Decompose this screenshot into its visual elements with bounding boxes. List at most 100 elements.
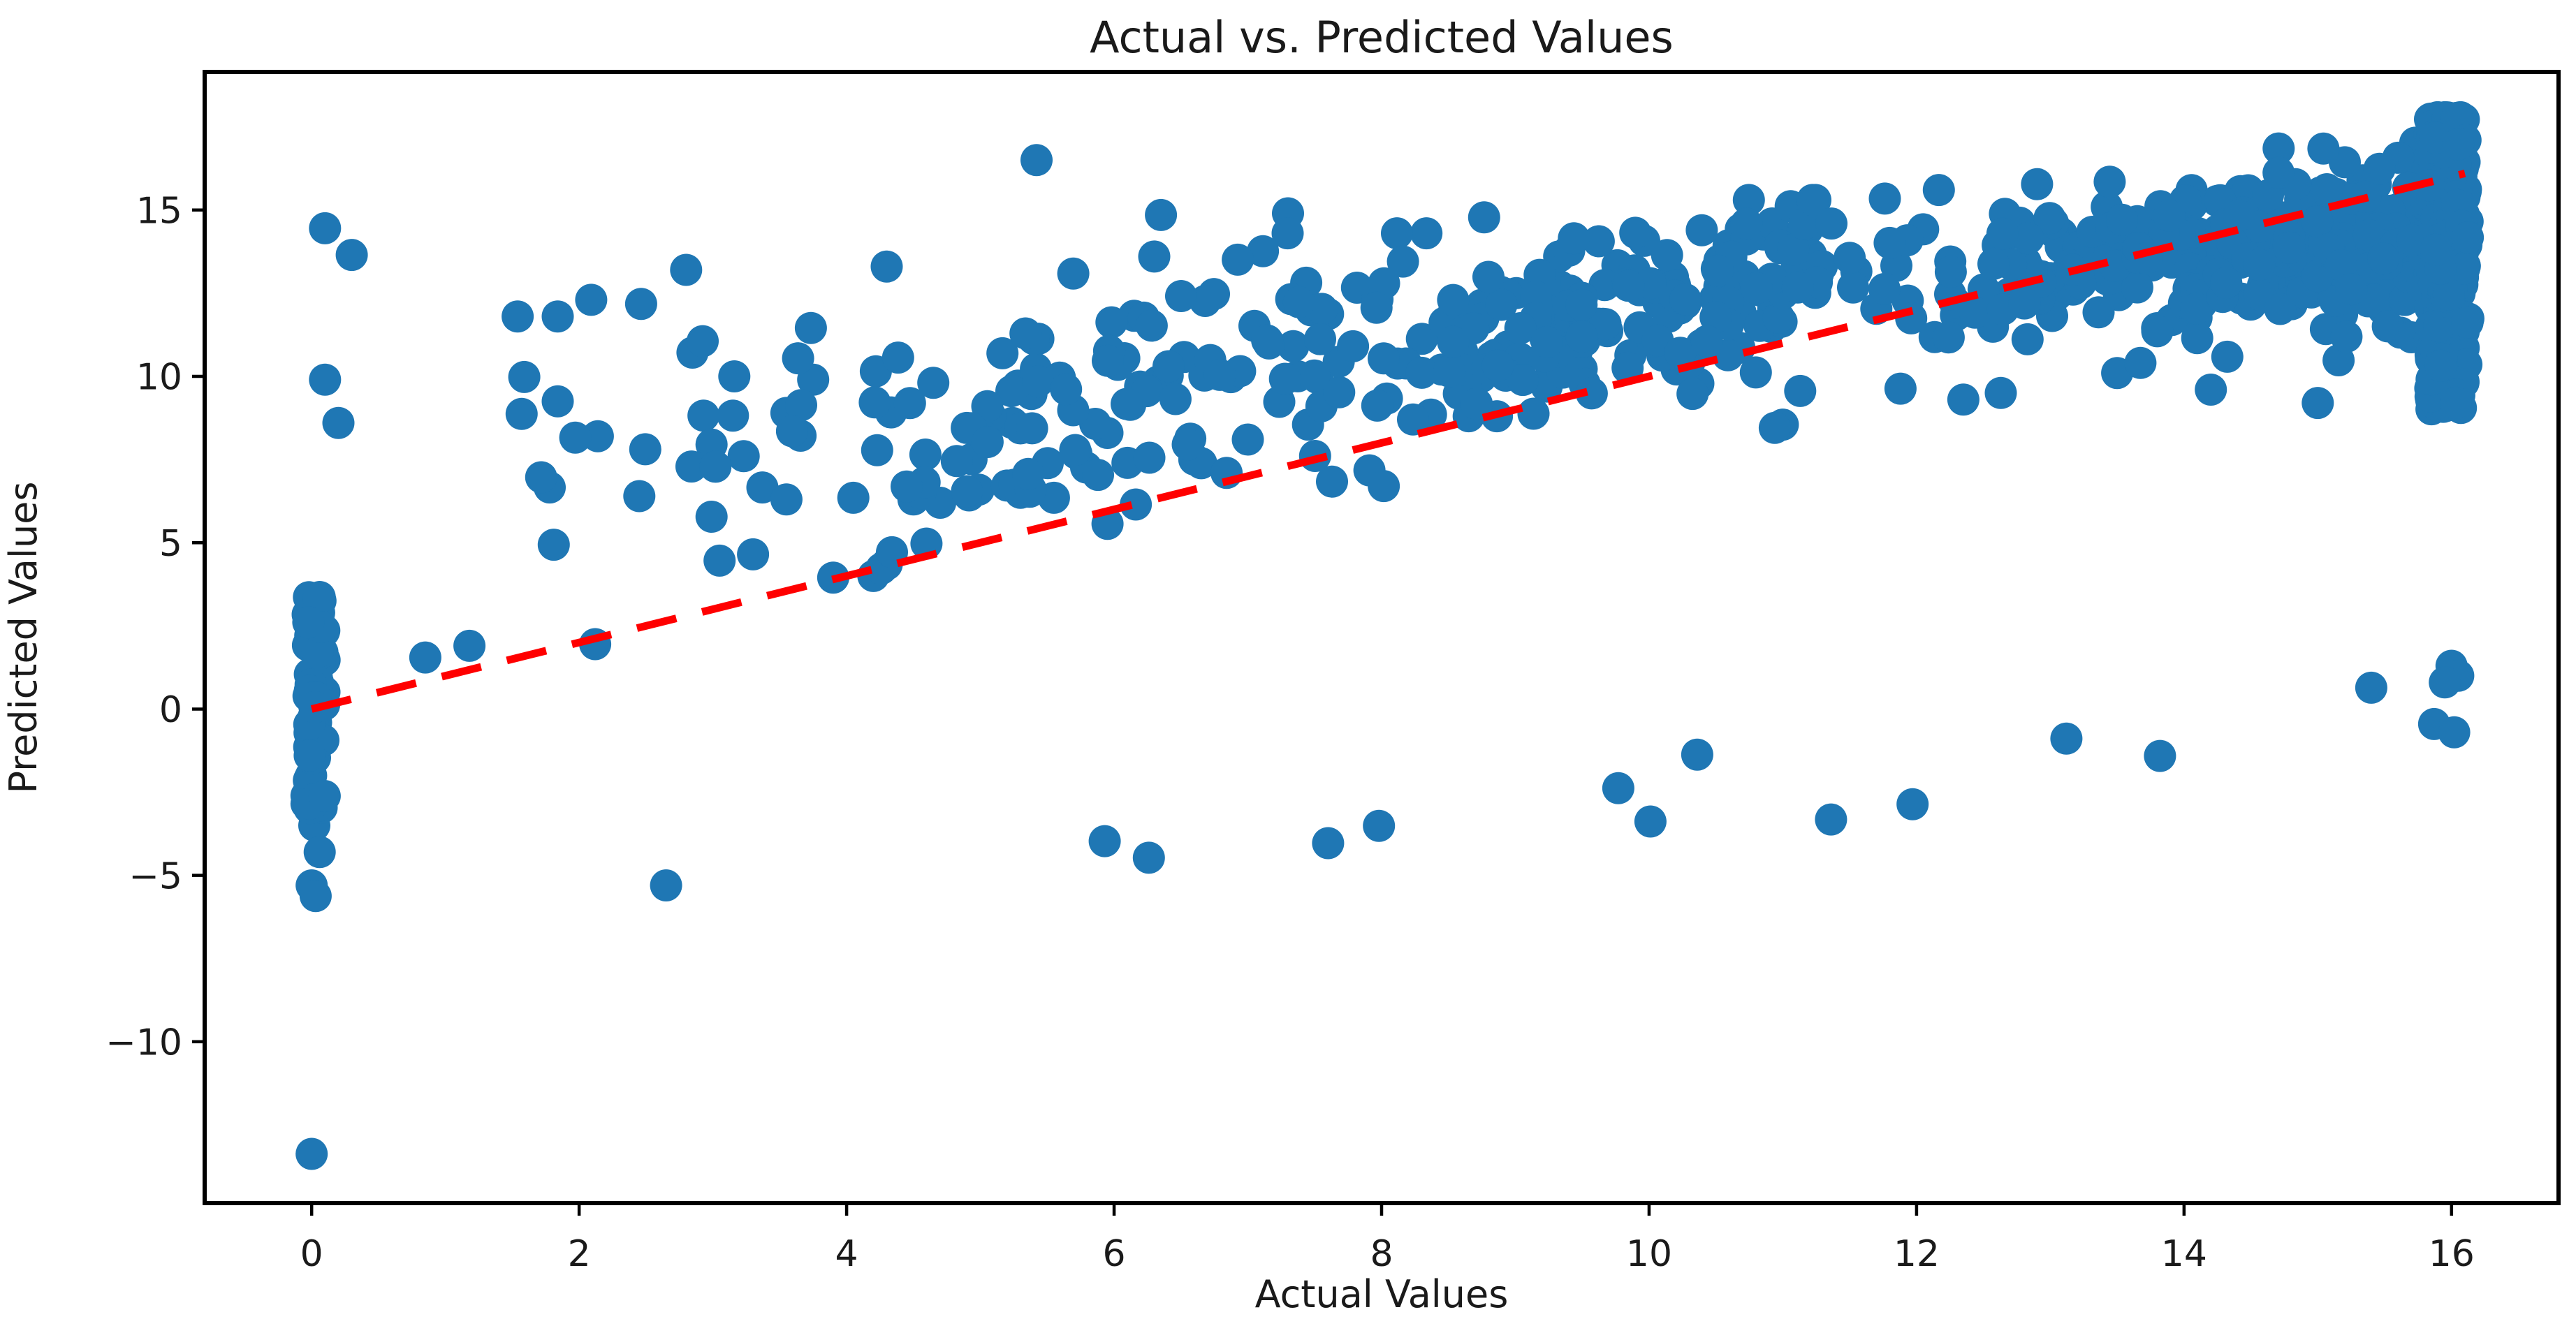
scatter-point bbox=[409, 641, 441, 674]
scatter-point bbox=[2243, 249, 2276, 281]
scatter-point bbox=[1189, 285, 1222, 317]
scatter-point bbox=[1251, 324, 1284, 357]
x-tick-label: 10 bbox=[1626, 1233, 1672, 1275]
scatter-point bbox=[2210, 267, 2243, 300]
scatter-point bbox=[1405, 323, 1438, 355]
scatter-point bbox=[1050, 373, 1083, 406]
scatter-point bbox=[1575, 377, 1608, 410]
scatter-point bbox=[1059, 434, 1092, 466]
scatter-point bbox=[971, 390, 1004, 422]
scatter-point bbox=[1934, 256, 1967, 288]
scatter-point bbox=[785, 389, 817, 422]
scatter-point bbox=[703, 544, 736, 577]
scatter-point bbox=[541, 385, 574, 418]
scatter-point bbox=[861, 434, 893, 466]
scatter-point bbox=[687, 399, 720, 432]
scatter-point bbox=[301, 635, 334, 668]
scatter-point bbox=[858, 386, 891, 419]
scatter-point bbox=[1203, 358, 1236, 391]
scatter-point bbox=[737, 538, 770, 570]
scatter-point bbox=[508, 360, 541, 393]
scatter-point bbox=[309, 212, 342, 244]
scatter-point bbox=[2420, 233, 2452, 266]
scatter-point bbox=[2012, 222, 2044, 255]
scatter-point bbox=[1132, 841, 1165, 874]
scatter-point bbox=[1984, 376, 2017, 409]
scatter-point bbox=[1088, 825, 1121, 857]
scatter-point bbox=[1360, 291, 1393, 324]
scatter-point bbox=[309, 363, 342, 396]
scatter-point bbox=[525, 461, 557, 494]
scatter-point bbox=[2153, 199, 2186, 232]
scatter-point bbox=[2180, 292, 2213, 325]
scatter-point bbox=[537, 529, 570, 561]
scatter-point bbox=[453, 629, 486, 662]
scatter-point bbox=[1781, 271, 1814, 304]
scatter-point bbox=[1437, 283, 1470, 316]
scatter-point bbox=[541, 300, 574, 333]
scatter-point bbox=[1461, 388, 1493, 420]
scatter-point bbox=[1565, 321, 1598, 353]
scatter-point bbox=[717, 399, 749, 432]
scatter-point bbox=[1095, 306, 1128, 339]
scatter-point bbox=[1922, 174, 1955, 207]
scatter-point bbox=[1873, 226, 1906, 259]
scatter-point bbox=[2330, 321, 2363, 353]
scatter-point bbox=[322, 406, 355, 439]
scatter-point bbox=[2011, 323, 2044, 355]
scatter-point bbox=[1111, 388, 1143, 420]
scatter-point bbox=[308, 780, 341, 812]
scatter-point bbox=[917, 367, 950, 399]
scatter-point bbox=[1304, 323, 1336, 355]
scatter-point bbox=[502, 300, 534, 333]
scatter-point bbox=[837, 481, 870, 514]
scatter-point bbox=[2307, 132, 2340, 165]
scatter-point bbox=[2451, 306, 2484, 339]
scatter-point bbox=[1702, 254, 1734, 287]
scatter-points bbox=[290, 101, 2484, 1170]
scatter-point bbox=[1690, 325, 1723, 358]
scatter-point bbox=[1651, 239, 1683, 272]
scatter-point bbox=[1681, 738, 1713, 771]
scatter-point bbox=[1815, 803, 1847, 836]
x-tick-label: 8 bbox=[1370, 1233, 1393, 1275]
scatter-point bbox=[1268, 362, 1301, 395]
x-tick-label: 12 bbox=[1894, 1233, 1940, 1275]
scatter-point bbox=[1405, 356, 1438, 389]
scatter-point bbox=[2439, 386, 2472, 419]
scatter-point bbox=[1868, 272, 1901, 305]
scatter-point bbox=[2021, 168, 2054, 200]
scatter-point bbox=[1312, 827, 1345, 860]
scatter-point bbox=[1565, 288, 1598, 321]
scatter-point bbox=[293, 739, 326, 772]
scatter-point bbox=[1481, 349, 1514, 382]
scatter-point bbox=[1796, 184, 1829, 216]
scatter-point bbox=[1247, 235, 1280, 267]
scatter-point bbox=[2195, 374, 2227, 406]
scatter-point bbox=[650, 869, 682, 901]
scatter-point bbox=[2211, 340, 2244, 373]
scatter-point bbox=[687, 325, 719, 358]
scatter-point bbox=[1676, 378, 1709, 411]
scatter-point bbox=[1784, 374, 1817, 407]
scatter-point bbox=[1368, 342, 1400, 375]
scatter-point bbox=[2429, 666, 2461, 699]
scatter-point bbox=[695, 501, 728, 533]
scatter-point bbox=[2082, 296, 2115, 329]
y-tick-label: 10 bbox=[136, 357, 182, 399]
scatter-point bbox=[1777, 233, 1810, 266]
scatter-point bbox=[1145, 198, 1178, 231]
scatter-point bbox=[2093, 165, 2126, 198]
y-tick-label: 15 bbox=[136, 190, 182, 232]
scatter-point bbox=[1932, 321, 1965, 354]
scatter-point bbox=[2223, 199, 2255, 232]
axis-ticks: 0 2 4 6 8 10 12 14 16 −10 −5 0 5 10 15 bbox=[105, 190, 2475, 1275]
scatter-point bbox=[1386, 245, 1419, 278]
scatter-point bbox=[951, 475, 983, 508]
scatter-point bbox=[775, 415, 808, 448]
scatter-point bbox=[971, 426, 1004, 458]
scatter-point bbox=[2301, 205, 2334, 238]
scatter-point bbox=[1152, 350, 1185, 383]
